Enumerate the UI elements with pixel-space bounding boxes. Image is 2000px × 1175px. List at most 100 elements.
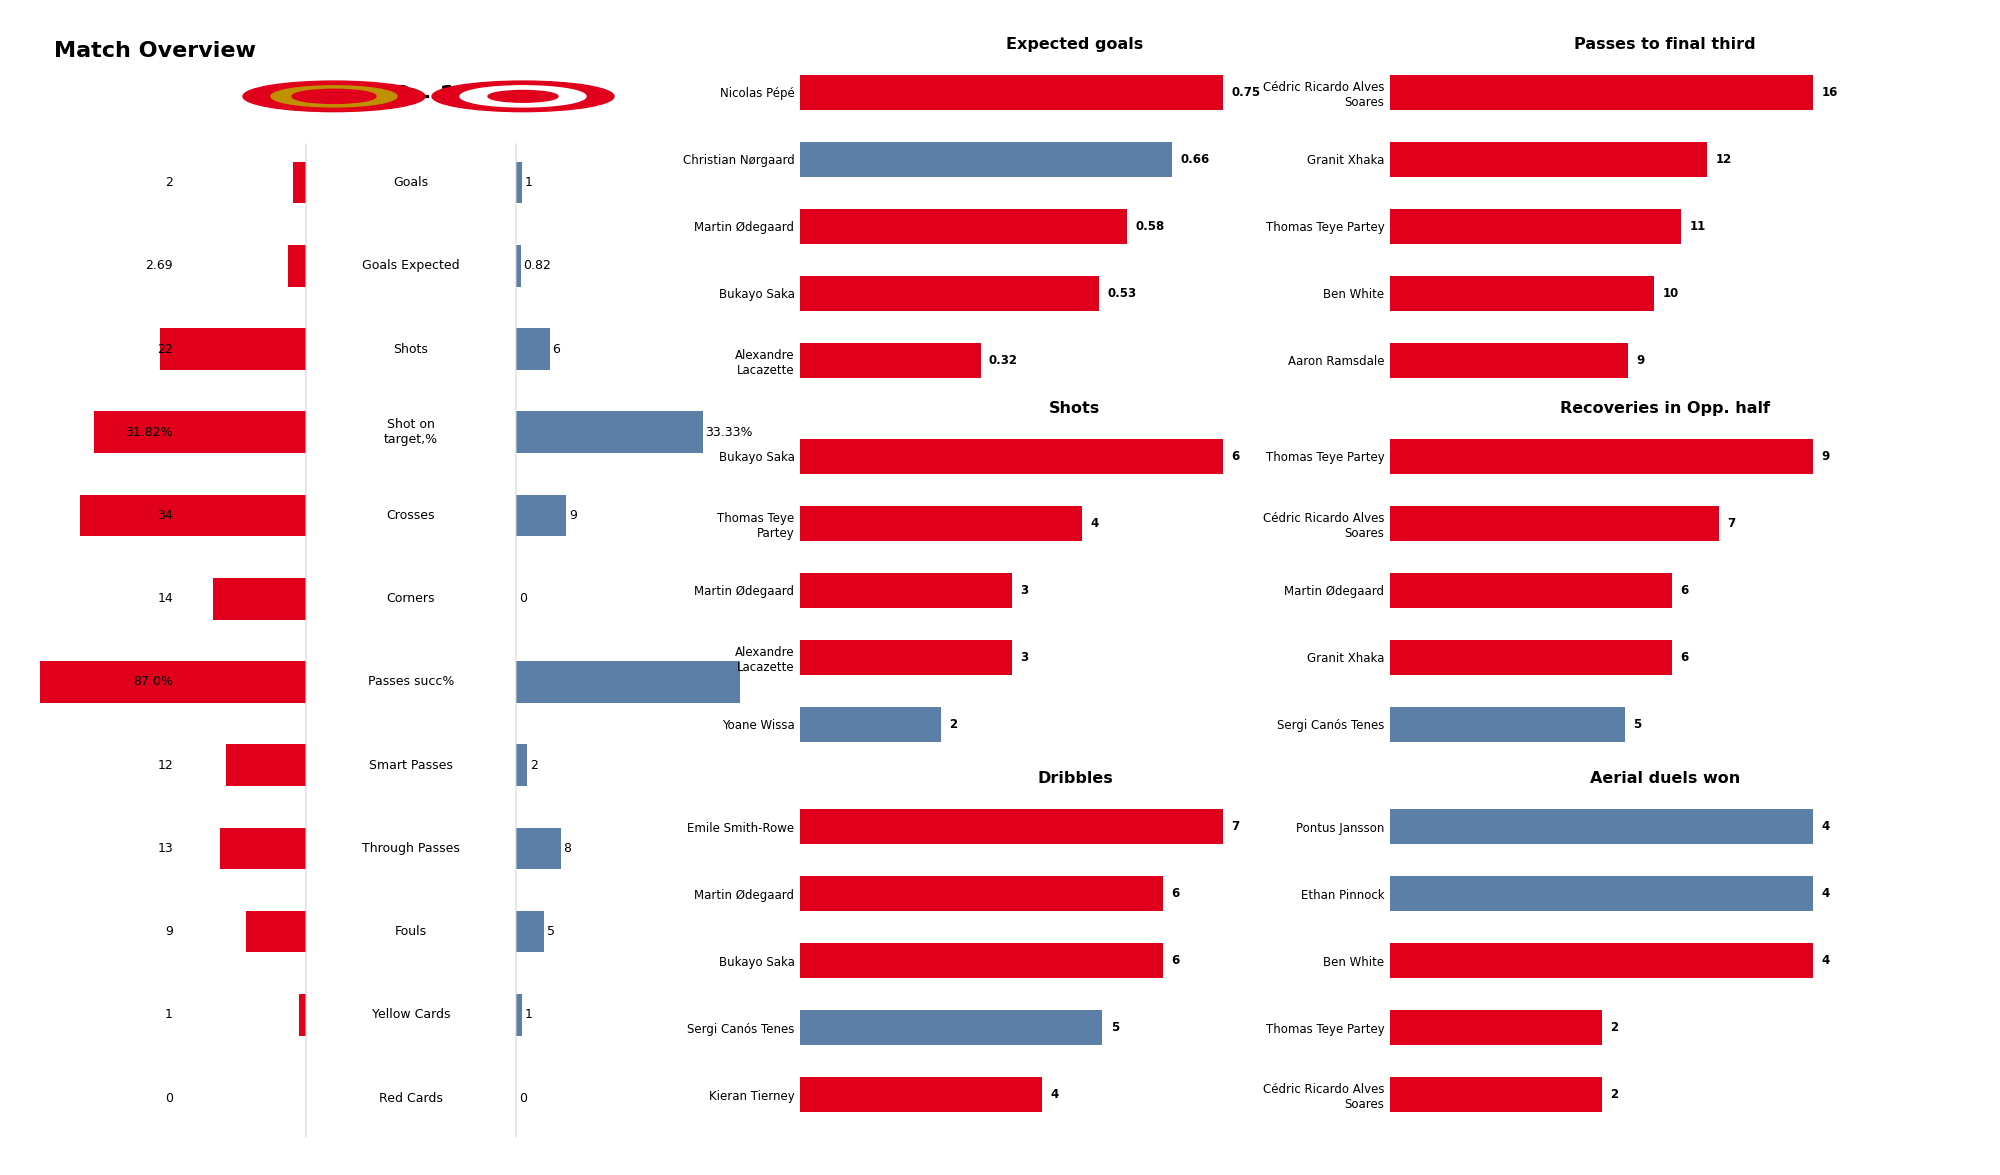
Bar	[1390, 209, 1680, 243]
Bar	[1390, 343, 1628, 377]
Text: 22: 22	[158, 343, 172, 356]
Circle shape	[272, 86, 396, 107]
Text: 12: 12	[1716, 153, 1732, 166]
Text: 2 - 1: 2 - 1	[394, 85, 456, 108]
Text: 9: 9	[166, 925, 172, 938]
Text: Fouls: Fouls	[394, 925, 428, 938]
Text: 2: 2	[166, 176, 172, 189]
Text: Through Passes: Through Passes	[362, 842, 460, 855]
Text: Yellow Cards: Yellow Cards	[372, 1008, 450, 1021]
Bar	[1390, 707, 1626, 741]
Circle shape	[488, 90, 558, 102]
Text: 9: 9	[1636, 354, 1644, 367]
Bar	[1390, 75, 1814, 109]
Bar	[1390, 1077, 1602, 1112]
Text: 8: 8	[564, 842, 572, 855]
Bar	[516, 162, 522, 203]
Bar	[292, 162, 306, 203]
Text: 4: 4	[1822, 887, 1830, 900]
Text: 6: 6	[1172, 954, 1180, 967]
Text: 0: 0	[164, 1092, 172, 1104]
Text: 6: 6	[1232, 450, 1240, 463]
Text: Smart Passes: Smart Passes	[370, 759, 452, 772]
Text: 6: 6	[1680, 651, 1688, 664]
Text: 34: 34	[158, 509, 172, 522]
Text: 0.66: 0.66	[1180, 153, 1210, 166]
Bar	[516, 745, 528, 786]
Text: 0: 0	[518, 592, 526, 605]
Circle shape	[432, 81, 614, 112]
Bar	[1390, 506, 1720, 540]
Bar	[1390, 142, 1708, 176]
Text: 9: 9	[570, 509, 578, 522]
Text: 33.33%: 33.33%	[706, 425, 752, 438]
Text: Shots: Shots	[394, 343, 428, 356]
Text: 7: 7	[1232, 820, 1240, 833]
Bar	[516, 411, 702, 454]
Text: 4: 4	[1050, 1088, 1058, 1101]
Bar	[94, 411, 306, 454]
Text: 1: 1	[524, 1008, 532, 1021]
Text: 13: 13	[158, 842, 172, 855]
Bar	[80, 495, 306, 536]
Title: Shots: Shots	[1050, 402, 1100, 416]
Text: 5: 5	[546, 925, 554, 938]
Text: 31.82%: 31.82%	[126, 425, 172, 438]
Bar	[1390, 810, 1814, 844]
Bar	[516, 662, 950, 703]
Text: 1: 1	[166, 1008, 172, 1021]
Bar	[800, 343, 980, 377]
Text: 0.82: 0.82	[524, 260, 552, 273]
Text: 1: 1	[524, 176, 532, 189]
Bar	[220, 827, 306, 870]
Text: Goals Expected: Goals Expected	[362, 260, 460, 273]
Text: Red Cards: Red Cards	[380, 1092, 442, 1104]
Bar	[800, 75, 1224, 109]
Bar	[246, 911, 306, 953]
Text: 12: 12	[158, 759, 172, 772]
Bar	[516, 246, 520, 287]
Bar	[288, 246, 306, 287]
Text: 77.4%: 77.4%	[952, 676, 992, 689]
Text: Crosses: Crosses	[386, 509, 436, 522]
Bar	[800, 276, 1098, 310]
Text: 2: 2	[950, 718, 958, 731]
Title: Aerial duels won: Aerial duels won	[1590, 772, 1740, 786]
Bar	[800, 439, 1224, 474]
Text: Shot on
target,%: Shot on target,%	[384, 418, 438, 446]
Bar	[800, 640, 1012, 674]
Text: 6: 6	[1680, 584, 1688, 597]
Text: 2: 2	[1610, 1021, 1618, 1034]
Title: Recoveries in Opp. half: Recoveries in Opp. half	[1560, 402, 1770, 416]
Bar	[516, 827, 560, 870]
Text: 4: 4	[1090, 517, 1098, 530]
Text: 0.58: 0.58	[1136, 220, 1164, 233]
Text: Match Overview: Match Overview	[54, 41, 256, 61]
Bar	[160, 328, 306, 370]
Bar	[516, 328, 550, 370]
Bar	[800, 209, 1128, 243]
Text: 0.32: 0.32	[988, 354, 1018, 367]
Text: 3: 3	[1020, 651, 1028, 664]
Bar	[516, 911, 544, 953]
Bar	[800, 506, 1082, 540]
Bar	[1390, 944, 1814, 978]
Bar	[516, 495, 566, 536]
Bar	[1390, 640, 1672, 674]
Text: 11: 11	[1690, 220, 1706, 233]
Text: 2: 2	[1610, 1088, 1618, 1101]
Bar	[800, 573, 1012, 607]
Text: Passes succ%: Passes succ%	[368, 676, 454, 689]
Title: Passes to final third: Passes to final third	[1574, 38, 1756, 52]
Bar	[0, 662, 306, 703]
Bar	[800, 877, 1162, 911]
Bar	[800, 1077, 1042, 1112]
Bar	[800, 944, 1162, 978]
Title: Dribbles: Dribbles	[1038, 772, 1112, 786]
Text: 6: 6	[552, 343, 560, 356]
Title: Expected goals: Expected goals	[1006, 38, 1144, 52]
Text: 87.0%: 87.0%	[132, 676, 172, 689]
Bar	[800, 1010, 1102, 1045]
Bar	[1390, 439, 1814, 474]
Text: 9: 9	[1822, 450, 1830, 463]
